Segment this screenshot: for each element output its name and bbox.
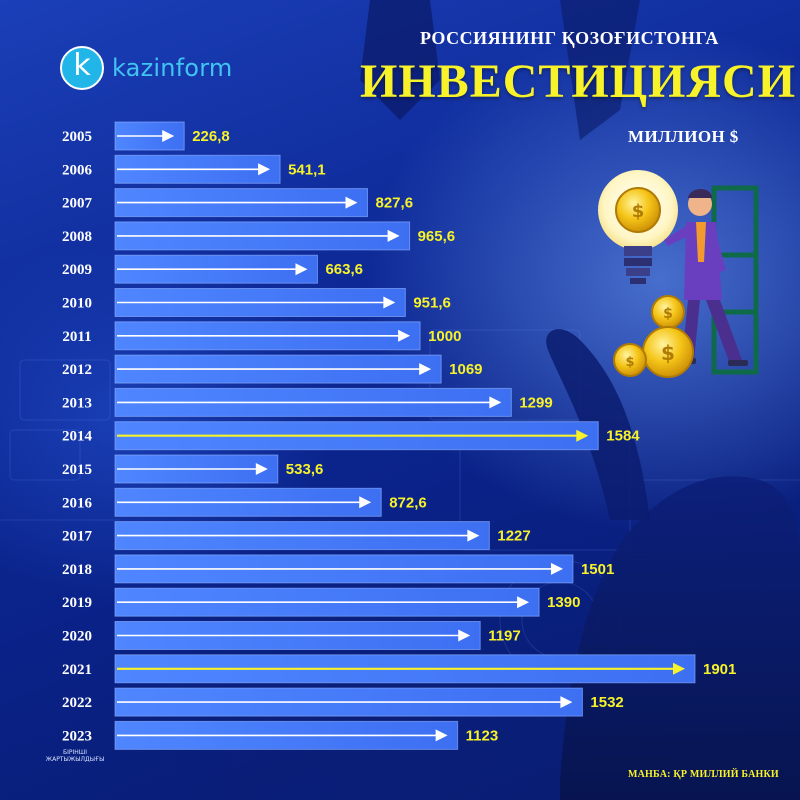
svg-text:$: $ [663,306,673,322]
year-label: 2014 [62,429,93,445]
value-label: 1000 [428,328,461,345]
arrow-head [383,296,396,309]
bar-row-2022: 2022 1532 [62,687,624,717]
value-label: 1123 [466,727,499,744]
bar-row-2008: 2008 965,6 [62,221,456,251]
year-label: 2009 [62,262,92,278]
svg-text:$: $ [632,201,645,222]
bar-row-2019: 2019 1390 [62,587,580,617]
value-label: 541,1 [288,161,326,178]
bar-row-2020: 2020 1197 [62,621,521,650]
year-label: 2006 [62,162,93,178]
value-label: 1299 [519,394,552,411]
arrow-head [387,229,400,242]
year-label: 2008 [62,229,92,245]
arrow-head [517,596,530,609]
arrow-head [359,496,372,509]
logo-mark: k [60,46,104,90]
year-label: 2010 [62,296,92,312]
bar-row-2011: 2011 1000 [62,321,461,351]
value-label: 1901 [703,661,736,678]
bar-row-2021: 2021 1901 [62,654,736,684]
arrow-head [419,363,432,376]
bar-row-2005: 2005 226,8 [62,121,230,151]
year-label: 2022 [62,695,92,711]
year-label: 2015 [62,462,92,478]
bar-row-2023: 2023 1123 [62,720,499,750]
lightbulb-icon: $ [598,170,678,284]
bar-row-2014: 2014 1584 [62,421,640,451]
year-label: 2007 [62,196,93,212]
chart-title-main: ИНВЕСТИЦИЯСИ [360,55,797,108]
value-label: 1197 [488,628,521,645]
arrow-head [345,196,358,209]
arrow-head [435,729,448,742]
arrow-head [295,263,308,276]
year-label: 2018 [62,562,92,578]
kazinform-logo: k kazinform [60,46,232,90]
footer-note-line2: ЖАРТЫЖЫЛДЫҒЫ [45,756,105,763]
coin-stack-icon: $ $ $ [613,295,694,378]
arrow-head [673,662,685,675]
arrow-head [398,329,411,342]
value-label: 1069 [449,361,482,378]
logo-wordmark: kazinform [112,54,233,82]
arrow-head [576,429,589,442]
value-label: 533,6 [286,461,324,478]
year-label: 2013 [62,395,92,411]
bar-row-2015: 2015 533,6 [62,454,324,484]
year-label: 2023 [62,728,92,744]
value-label: 663,6 [325,261,363,278]
value-label: 1532 [590,694,623,711]
bar-row-2007: 2007 827,6 [62,188,414,218]
arrow-head [467,529,480,542]
arrow-head [560,696,573,709]
svg-text:$: $ [661,341,675,365]
unit-label: МИЛЛИОН $ [628,127,739,146]
chart-title-top: РОССИЯНИНГ ҚОЗОҒИСТОНГА [420,28,719,48]
year-label: 2019 [62,595,92,611]
arrow-head [255,463,268,475]
bar-row-2013: 2013 1299 [62,387,553,417]
value-label: 1584 [606,428,640,445]
value-label: 965,6 [418,228,456,245]
value-label: 827,6 [376,195,414,212]
arrow-head [258,163,271,176]
value-label: 872,6 [389,494,427,511]
year-label: 2012 [62,362,92,378]
bar-row-2009: 2009 663,6 [62,254,363,284]
footer-note: БІРІНШІ ЖАРТЫЖЫЛДЫҒЫ [40,749,110,763]
year-label: 2005 [62,129,92,145]
arrow-head [162,130,175,142]
year-label: 2017 [62,529,93,545]
value-label: 1501 [581,561,614,578]
year-label: 2021 [62,662,92,678]
bar-row-2016: 2016 872,6 [62,487,427,517]
bar-row-2006: 2006 541,1 [62,154,326,184]
bar-row-2010: 2010 951,6 [62,288,451,317]
year-label: 2011 [62,329,91,345]
year-label: 2020 [62,629,92,645]
value-label: 951,6 [413,295,451,312]
svg-text:$: $ [625,355,634,370]
source-label: МАНБА: ҚР МИЛЛИЙ БАНКИ [628,769,779,780]
arrow-head [458,629,471,642]
bar-row-2012: 2012 1069 [62,354,483,384]
arrow-head [489,396,502,409]
value-label: 226,8 [192,128,230,145]
bar-row-2017: 2017 1227 [62,521,531,551]
arrow-head [550,562,563,575]
year-label: 2016 [62,495,93,511]
value-label: 1390 [547,594,580,611]
bar-row-2018: 2018 1501 [62,554,614,584]
footer-note-line1: БІРІНШІ [63,749,87,756]
value-label: 1227 [497,528,530,545]
